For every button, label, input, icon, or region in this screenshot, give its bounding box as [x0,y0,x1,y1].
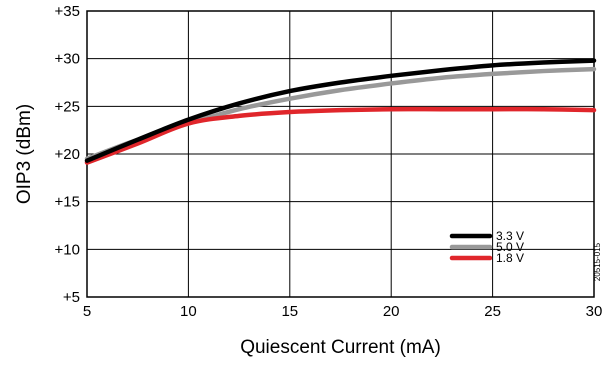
y-tick-label: +25 [55,98,80,115]
x-tick-label: 20 [383,303,400,320]
x-tick-label: 15 [281,303,298,320]
figure-code: 20515-015 [593,242,602,281]
x-tick-label: 30 [586,303,603,320]
x-tick-labels: 5 10 15 20 25 30 [83,303,603,320]
legend: 3.3 V5.0 V1.8 V [449,229,524,265]
series-line-33V [84,58,597,163]
x-tick-label: 5 [83,303,91,320]
x-axis-title: Quiescent Current (mA) [240,337,441,358]
plot-frame [86,10,595,298]
series-line-18V [84,106,597,165]
y-tick-label: +10 [55,241,80,258]
y-tick-label: +15 [55,194,80,211]
legend-label: 5.0 V [496,240,524,254]
legend-label: 1.8 V [496,251,524,265]
x-tick-label: 25 [484,303,501,320]
y-tick-label: +30 [55,51,80,68]
series-lines [84,58,597,165]
x-tick-label: 10 [180,303,197,320]
y-tick-label: +35 [55,3,80,20]
y-tick-label: +20 [55,146,80,163]
y-axis-title: OIP3 (dBm) [14,104,35,204]
legend-label: 3.3 V [496,229,524,243]
y-tick-labels: +5 +10 +15 +20 +25 +30 +35 [55,3,80,306]
y-tick-label: +5 [63,289,80,306]
